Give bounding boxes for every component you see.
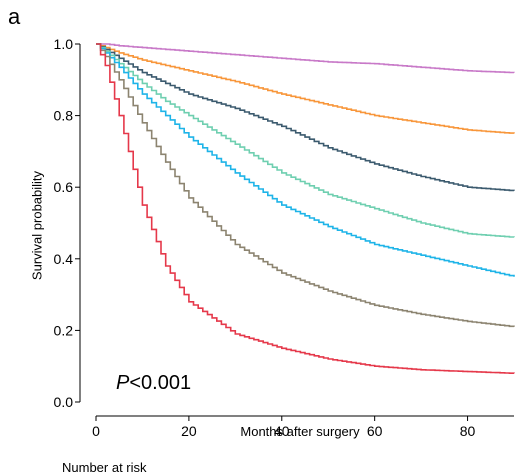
y-tick-label: 0.6 xyxy=(54,179,74,195)
x-axis: 0 20 40 60 80 xyxy=(92,415,514,439)
panel-label: a xyxy=(8,4,21,29)
y-tick-label: 1.0 xyxy=(54,36,74,52)
survival-curve-7 xyxy=(96,43,515,374)
survival-curve-5 xyxy=(96,43,515,277)
survival-curves xyxy=(96,43,515,374)
survival-curve-6 xyxy=(96,43,515,328)
x-tick-label: 20 xyxy=(181,423,197,439)
y-tick-label: 0.0 xyxy=(54,394,74,410)
x-axis-label: Months after surgery xyxy=(240,424,360,439)
x-tick-label: 40 xyxy=(274,423,290,439)
p-value-text: <0.001 xyxy=(129,372,192,394)
y-tick-label: 0.4 xyxy=(54,251,74,267)
survival-curve-4 xyxy=(96,43,515,238)
survival-curve-2 xyxy=(96,43,515,134)
p-symbol: P xyxy=(116,372,130,394)
y-axis: 0.0 0.2 0.4 0.6 0.8 1.0 xyxy=(54,36,81,410)
x-tick-label: 80 xyxy=(460,423,476,439)
risk-table-title: Number at risk xyxy=(62,460,147,475)
y-tick-label: 0.2 xyxy=(54,322,74,338)
y-tick-label: 0.8 xyxy=(54,108,74,124)
x-tick-label: 60 xyxy=(367,423,383,439)
x-tick-label: 0 xyxy=(92,423,100,439)
survival-curve-1 xyxy=(96,43,515,74)
p-value-annotation: P<0.001 xyxy=(116,372,191,395)
y-axis-label: Survival probability xyxy=(29,170,45,281)
survival-curve-3 xyxy=(96,43,515,192)
